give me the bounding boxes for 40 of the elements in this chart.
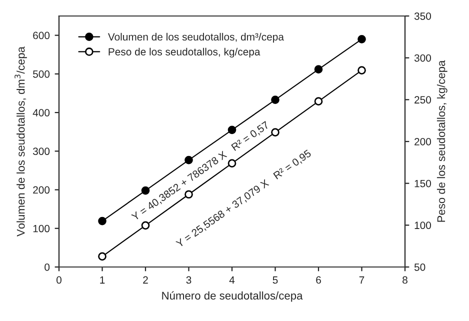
y2-tick-label: 250 bbox=[414, 96, 431, 104]
y-tick-label: 0 bbox=[44, 264, 50, 271]
x-tick-label: 6 bbox=[316, 276, 321, 284]
point bbox=[358, 66, 366, 74]
y-axis-title: Volumen de los seudotallos, dm$^{3}$/cepa bbox=[14, 46, 27, 237]
point bbox=[228, 126, 236, 134]
y2-tick-label: 100 bbox=[414, 222, 431, 230]
point bbox=[314, 97, 323, 106]
x-tick-label: 8 bbox=[402, 276, 408, 284]
point bbox=[141, 221, 150, 230]
legend-label: Volumen de los seudotallos, dm³/cepa bbox=[108, 32, 284, 43]
y2-tick-label: 200 bbox=[414, 138, 431, 146]
point bbox=[98, 252, 106, 261]
y2-tick-label: 150 bbox=[414, 180, 431, 188]
y2-tick-label: 350 bbox=[414, 12, 431, 20]
point bbox=[184, 190, 193, 199]
x-axis-title: Número de seudotallos/cepa bbox=[162, 291, 303, 302]
y2-tick-label: 50 bbox=[414, 264, 426, 271]
y-tick-label: 400 bbox=[32, 109, 50, 116]
y-tick-label: 600 bbox=[33, 32, 50, 40]
point bbox=[271, 96, 280, 104]
y-tick-label: 300 bbox=[32, 148, 50, 156]
y-tick-label: 500 bbox=[33, 70, 50, 78]
point bbox=[228, 159, 236, 168]
x-tick-label: 2 bbox=[143, 276, 148, 284]
x-tick-label: 7 bbox=[359, 276, 364, 284]
y-tick-label: 100 bbox=[33, 224, 50, 232]
y-tick-label: 200 bbox=[33, 186, 50, 194]
x-tick-label: 5 bbox=[272, 276, 278, 284]
y2-tick-label: 300 bbox=[414, 54, 431, 62]
x-tick-label: 0 bbox=[56, 276, 62, 284]
legend-label: Peso de los seudotallos, kg/cepa bbox=[108, 48, 260, 58]
point bbox=[314, 65, 323, 74]
point bbox=[271, 128, 280, 136]
x-tick-label: 4 bbox=[229, 276, 235, 284]
x-tick-label: 3 bbox=[186, 276, 192, 284]
x-tick-label: 1 bbox=[100, 276, 105, 284]
point bbox=[358, 35, 366, 44]
y2-axis-title: Peso de los seudotallos, kg/cepa bbox=[436, 60, 448, 222]
point bbox=[98, 216, 106, 226]
